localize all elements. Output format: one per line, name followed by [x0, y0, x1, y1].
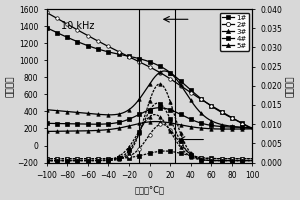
2#: [205, 102, 209, 104]
2#: [135, 59, 139, 62]
3#: [209, 119, 213, 122]
2#: [66, 23, 69, 26]
5#: [128, 125, 132, 127]
1#: [186, 86, 190, 89]
1#: [128, 55, 132, 58]
5#: [45, 130, 48, 133]
2#: [186, 90, 190, 92]
Line: 3#: 3#: [45, 69, 254, 130]
4#: [128, 118, 132, 120]
3#: [66, 110, 69, 113]
5#: [209, 128, 213, 130]
Y-axis label: 介电损耗: 介电损耗: [285, 75, 294, 97]
4#: [135, 114, 139, 117]
1#: [205, 102, 209, 104]
4#: [158, 107, 161, 109]
4#: [186, 117, 190, 119]
Line: 4#: 4#: [45, 106, 254, 129]
1#: [251, 127, 254, 130]
Legend: 1#, 2#, 3#, 4#, 5#: 1#, 2#, 3#, 4#, 5#: [220, 13, 249, 51]
4#: [45, 122, 48, 125]
1#: [135, 57, 139, 59]
5#: [251, 128, 254, 130]
Line: 1#: 1#: [45, 26, 254, 130]
3#: [186, 95, 190, 98]
X-axis label: 温度（°C）: 温度（°C）: [134, 185, 164, 194]
4#: [251, 126, 254, 129]
3#: [206, 117, 209, 120]
Line: 2#: 2#: [45, 11, 254, 131]
4#: [209, 124, 213, 127]
2#: [251, 128, 254, 130]
Text: 10 kHz: 10 kHz: [61, 21, 94, 31]
Line: 5#: 5#: [45, 120, 254, 133]
5#: [186, 125, 190, 127]
3#: [45, 108, 48, 111]
3#: [128, 108, 132, 110]
5#: [154, 120, 158, 123]
2#: [209, 104, 213, 107]
2#: [45, 11, 48, 14]
3#: [251, 127, 254, 130]
3#: [162, 70, 166, 72]
4#: [206, 123, 209, 126]
5#: [66, 130, 69, 132]
2#: [128, 56, 132, 58]
Bar: [139, 9, 175, 163]
1#: [209, 105, 213, 107]
5#: [206, 127, 209, 130]
1#: [45, 26, 48, 29]
1#: [66, 36, 69, 39]
4#: [66, 123, 69, 125]
5#: [135, 123, 139, 125]
3#: [135, 101, 139, 103]
Y-axis label: 介电常数: 介电常数: [6, 75, 15, 97]
